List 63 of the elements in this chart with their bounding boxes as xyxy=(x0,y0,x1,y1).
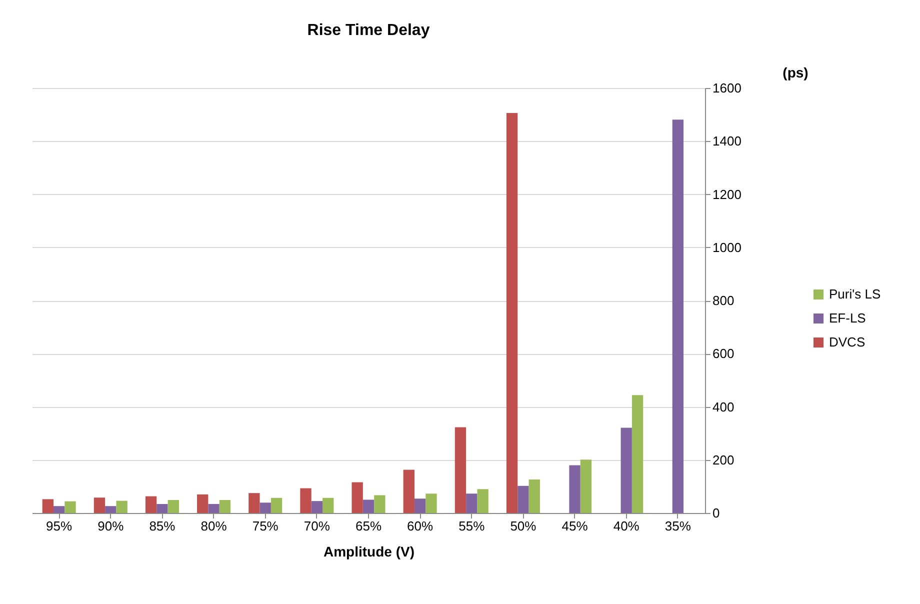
bar xyxy=(454,427,466,513)
bar xyxy=(632,395,644,513)
x-tick-label: 40% xyxy=(613,518,640,534)
y-tick-label: 1600 xyxy=(712,80,742,96)
bar xyxy=(116,500,128,513)
bar xyxy=(426,494,437,513)
x-tick-label: 70% xyxy=(304,518,330,534)
x-tick-label: 85% xyxy=(149,518,176,534)
bar xyxy=(156,504,168,513)
bar xyxy=(145,496,157,513)
legend-label: EF-LS xyxy=(829,310,866,326)
bar xyxy=(580,460,592,513)
bar xyxy=(260,502,271,513)
y-tick-label: 1000 xyxy=(712,240,742,255)
chart-title: Rise Time Delay xyxy=(307,22,430,39)
bar xyxy=(270,498,282,513)
bar xyxy=(105,506,116,513)
bar xyxy=(64,501,76,513)
x-tick-label: 55% xyxy=(458,518,486,534)
bar xyxy=(569,465,580,513)
bar xyxy=(197,494,208,513)
x-axis-title: Amplitude (V) xyxy=(324,544,414,560)
bar xyxy=(374,495,386,513)
x-tick-label: 60% xyxy=(407,518,434,534)
x-tick-label: 65% xyxy=(355,518,382,534)
bar xyxy=(477,489,488,513)
x-tick-label: 50% xyxy=(510,518,537,534)
bar xyxy=(219,500,231,513)
bar xyxy=(403,470,414,513)
y-tick-label: 1200 xyxy=(712,186,742,202)
x-tick-label: 75% xyxy=(252,518,279,534)
x-tick-label: 35% xyxy=(664,518,692,534)
bar xyxy=(362,500,374,513)
x-tick-label: 80% xyxy=(200,518,228,534)
y-tick-label: 200 xyxy=(712,452,734,468)
y-tick-label: 0 xyxy=(712,506,720,520)
bar xyxy=(322,498,334,513)
x-tick-label: 90% xyxy=(98,518,124,534)
bar xyxy=(248,493,260,513)
bar xyxy=(94,498,106,513)
legend-label: DVCS xyxy=(829,334,866,350)
bar xyxy=(53,506,65,513)
bar xyxy=(208,504,220,513)
bar xyxy=(518,486,529,513)
y-tick-label: 400 xyxy=(712,399,734,414)
bar xyxy=(168,500,179,513)
bar xyxy=(620,428,632,513)
y-tick-label: 1400 xyxy=(712,134,742,149)
bar xyxy=(311,501,323,513)
y-tick-label: 800 xyxy=(712,293,734,308)
bar xyxy=(506,112,518,513)
bar xyxy=(300,488,312,513)
bar xyxy=(352,482,363,513)
bar xyxy=(528,480,540,513)
bar xyxy=(414,498,426,513)
y-axis-title: (ps) xyxy=(782,64,808,80)
y-tick-label: 600 xyxy=(712,346,734,362)
legend-label: Puri's LS xyxy=(829,286,881,302)
x-tick-label: 45% xyxy=(562,518,588,534)
bar xyxy=(672,120,684,513)
x-tick-label: 95% xyxy=(46,518,73,534)
bar xyxy=(42,499,54,513)
bar xyxy=(466,494,478,513)
